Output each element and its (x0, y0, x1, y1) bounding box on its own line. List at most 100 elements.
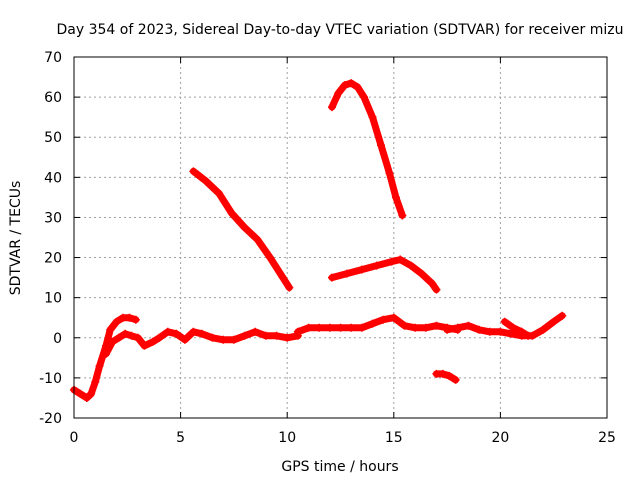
data-point (95, 361, 104, 370)
data-series-arc-2 (101, 327, 302, 358)
data-point (342, 269, 351, 278)
chart-title: Day 354 of 2023, Sidereal Day-to-day VTE… (57, 22, 624, 38)
data-series-arc-5 (327, 79, 407, 220)
data-point (163, 327, 172, 336)
series-trace (70, 314, 140, 402)
x-tick-label: 15 (385, 430, 403, 446)
data-point (227, 209, 236, 218)
data-point (240, 331, 249, 340)
y-tick-label: 40 (44, 170, 62, 186)
data-point (379, 315, 388, 324)
data-point (372, 261, 381, 270)
data-point (127, 331, 136, 340)
data-point (315, 323, 324, 332)
data-point (432, 321, 441, 330)
data-point (524, 331, 533, 340)
data-point (398, 211, 407, 220)
data-point (76, 389, 85, 398)
data-point (417, 269, 426, 278)
x-tick-label: 0 (70, 430, 79, 446)
data-point (432, 285, 441, 294)
data-point (385, 169, 394, 178)
data-point (197, 329, 206, 338)
data-series-arc-6 (327, 255, 441, 294)
data-point (219, 335, 228, 344)
data-point (421, 323, 430, 332)
data-point (106, 325, 115, 334)
data-point (340, 81, 349, 90)
data-point (391, 193, 400, 202)
data-point (82, 393, 91, 402)
plot-frame (73, 56, 608, 419)
data-point (240, 223, 249, 232)
data-point (278, 273, 287, 282)
x-axis-title: GPS time / hours (281, 459, 398, 475)
y-tick-label: 0 (53, 331, 62, 347)
data-point (558, 311, 567, 320)
data-point (272, 331, 281, 340)
data-point (357, 265, 366, 274)
series-trace (294, 314, 462, 336)
data-point (500, 317, 509, 326)
data-point (464, 321, 473, 330)
data-series-arc-7 (432, 369, 460, 384)
data-point (133, 333, 142, 342)
data-series-arc-9 (500, 317, 533, 340)
data-point (368, 113, 377, 122)
data-point (155, 333, 164, 342)
data-point (451, 375, 460, 384)
data-point (125, 313, 134, 322)
data-point (387, 257, 396, 266)
x-tick-label: 25 (598, 430, 616, 446)
data-point (229, 335, 238, 344)
y-tick-label: -10 (39, 371, 62, 387)
data-point (214, 189, 223, 198)
data-point (208, 333, 217, 342)
data-point (91, 377, 100, 386)
data-point (189, 327, 198, 336)
data-point (114, 333, 123, 342)
y-axis-title: SDTVAR / TECUs (8, 181, 24, 296)
data-point (428, 279, 437, 288)
data-series-arc-1 (70, 313, 140, 402)
data-point (285, 283, 294, 292)
data-point (357, 323, 366, 332)
data-series-arc-8 (443, 311, 567, 340)
data-point (496, 327, 505, 336)
data-point (347, 323, 356, 332)
x-tick-label: 5 (176, 430, 185, 446)
y-tick-label: 70 (44, 50, 62, 66)
data-point (180, 335, 189, 344)
data-point (549, 317, 558, 326)
y-tick-label: 20 (44, 251, 62, 267)
y-tick-label: 60 (44, 90, 62, 106)
series-trace (189, 167, 293, 292)
y-tick-label: -20 (39, 411, 62, 427)
data-point (148, 337, 157, 346)
data-point (172, 329, 181, 338)
data-point (438, 369, 447, 378)
x-tick-label: 10 (278, 430, 296, 446)
data-point (443, 325, 452, 334)
data-series-arc-3 (189, 167, 294, 292)
data-point (261, 331, 270, 340)
data-point (359, 93, 368, 102)
data-point (101, 349, 110, 358)
data-point (325, 323, 334, 332)
data-point (485, 327, 494, 336)
data-point (304, 323, 313, 332)
data-point (336, 323, 345, 332)
data-point (189, 167, 198, 176)
data-point (396, 255, 405, 264)
data-point (475, 325, 484, 334)
series-trace (432, 370, 460, 384)
data-point (112, 317, 121, 326)
data-point (87, 389, 96, 398)
data-point (140, 341, 149, 350)
data-series (70, 79, 567, 402)
data-point (293, 327, 302, 336)
y-tick-label: 10 (44, 291, 62, 307)
data-point (377, 141, 386, 150)
y-tick-label: 50 (44, 130, 62, 146)
